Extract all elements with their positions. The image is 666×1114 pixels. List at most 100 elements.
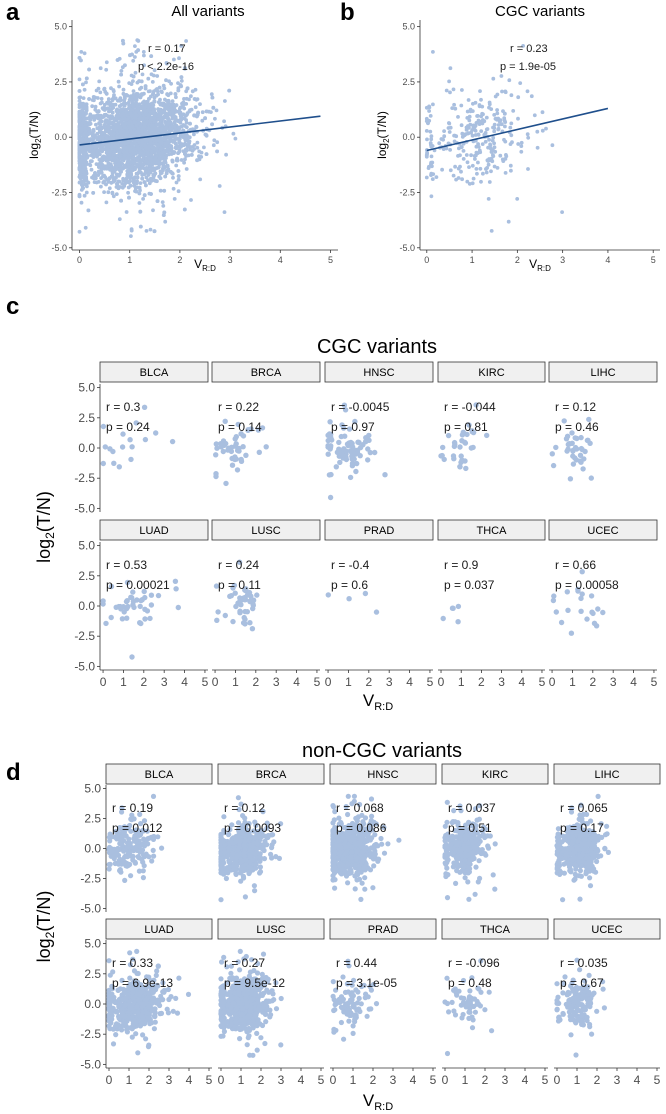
- x-tick-label: 0: [438, 675, 445, 689]
- data-point: [489, 156, 494, 161]
- data-point: [165, 147, 170, 152]
- x-tick-label: 2: [365, 675, 372, 689]
- data-point: [498, 153, 503, 158]
- data-point: [144, 183, 148, 188]
- data-point: [118, 99, 122, 103]
- data-point: [450, 106, 455, 110]
- data-point: [104, 182, 108, 187]
- data-point: [126, 185, 131, 190]
- data-point: [156, 117, 160, 122]
- y-tick-label: -5.0: [399, 243, 415, 253]
- data-point: [117, 179, 122, 184]
- data-point: [365, 457, 371, 463]
- data-point: [153, 430, 159, 436]
- data-point: [118, 154, 123, 159]
- data-point: [151, 110, 156, 115]
- data-point: [165, 92, 170, 97]
- data-point: [106, 124, 111, 129]
- x-tick-label: 5: [651, 255, 656, 265]
- data-point: [184, 147, 188, 152]
- data-point: [269, 855, 275, 861]
- data-point: [127, 146, 132, 150]
- data-point: [145, 152, 150, 157]
- data-point: [516, 116, 520, 121]
- data-point: [429, 162, 433, 167]
- data-point: [131, 155, 135, 160]
- data-point: [104, 67, 109, 72]
- data-point: [183, 151, 187, 156]
- y-tick-label: -2.5: [51, 188, 67, 198]
- data-point: [519, 140, 524, 145]
- data-point: [256, 449, 262, 455]
- data-point: [184, 118, 189, 122]
- data-point: [503, 120, 508, 124]
- facet-strip-label: HNSC: [367, 769, 398, 781]
- data-point: [138, 87, 142, 91]
- data-point: [195, 145, 200, 150]
- data-point: [519, 144, 524, 149]
- x-tick-label: 4: [293, 675, 300, 689]
- data-point: [112, 149, 117, 154]
- data-point: [453, 106, 458, 111]
- data-point: [184, 125, 189, 130]
- data-point: [115, 142, 120, 147]
- data-point: [204, 109, 209, 114]
- data-point: [429, 173, 433, 178]
- data-point: [217, 184, 222, 188]
- data-point: [455, 619, 461, 625]
- panel-b-p-value: p = 1.9e-05: [500, 61, 556, 73]
- y-tick-label: 0.0: [78, 441, 95, 455]
- data-point: [81, 118, 86, 123]
- data-point: [158, 140, 163, 145]
- data-point: [91, 176, 96, 181]
- y-tick-label: 0.0: [78, 599, 95, 613]
- y-tick-label: -5.0: [80, 901, 101, 915]
- facet-r-value: r = 0.9: [444, 558, 479, 572]
- facet-r-value: r = -0.044: [444, 400, 496, 414]
- data-point: [141, 154, 146, 158]
- data-point: [160, 200, 165, 205]
- data-point: [493, 116, 498, 121]
- data-point: [106, 102, 111, 106]
- data-point: [141, 197, 146, 201]
- data-point: [94, 114, 99, 118]
- data-point: [85, 116, 89, 121]
- data-point: [150, 793, 157, 800]
- data-point: [135, 854, 141, 860]
- data-point: [588, 475, 594, 481]
- data-point: [148, 227, 153, 232]
- data-point: [132, 179, 137, 184]
- data-point: [478, 89, 482, 93]
- panel-a-r-value: r = 0.17: [148, 43, 186, 55]
- data-point: [150, 92, 155, 97]
- data-point: [95, 96, 100, 100]
- data-point: [112, 178, 117, 183]
- data-point: [550, 597, 557, 604]
- data-point: [235, 795, 241, 801]
- data-point: [558, 619, 565, 626]
- data-point: [462, 133, 467, 138]
- data-point: [106, 164, 110, 168]
- data-point: [529, 94, 534, 99]
- data-point: [521, 44, 525, 48]
- data-point: [365, 446, 371, 452]
- facet-r-value: r = 0.66: [555, 558, 596, 572]
- data-point: [77, 135, 82, 140]
- data-point: [474, 167, 479, 171]
- data-point: [455, 603, 462, 610]
- data-point: [484, 127, 489, 132]
- data-point: [479, 129, 484, 134]
- data-point: [325, 592, 331, 598]
- data-point: [595, 606, 601, 612]
- data-point: [94, 122, 98, 127]
- data-point: [449, 605, 456, 611]
- data-point: [483, 139, 488, 144]
- data-point: [252, 888, 258, 894]
- data-point: [82, 51, 87, 56]
- data-point: [464, 153, 469, 157]
- data-point: [136, 130, 141, 135]
- data-point: [144, 229, 149, 233]
- data-point: [118, 125, 123, 129]
